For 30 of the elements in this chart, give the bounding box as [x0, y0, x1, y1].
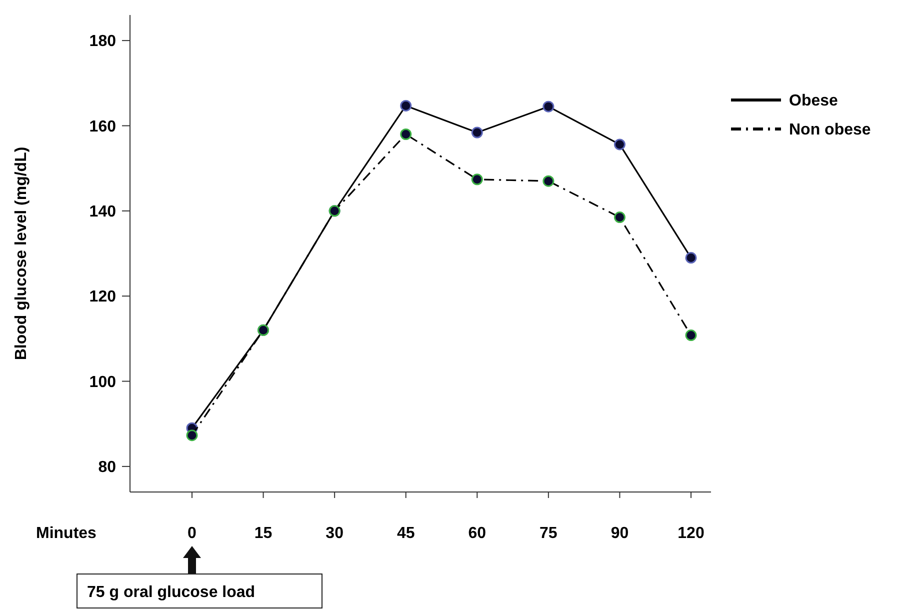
legend-label: Obese	[789, 92, 838, 110]
point	[614, 138, 626, 150]
x-tick-label: 120	[678, 525, 704, 542]
y-tick-label: 140	[89, 204, 116, 221]
y-axis-title: Blood glucose level (mg/dL)	[13, 146, 30, 360]
x-tick-label: 75	[540, 525, 558, 542]
y-tick-label: 120	[89, 288, 116, 306]
x-tick-label: 45	[396, 525, 415, 542]
point	[685, 252, 697, 264]
point	[542, 175, 554, 187]
legend-label: Non obese	[789, 122, 871, 139]
point	[542, 100, 554, 112]
point	[186, 430, 198, 442]
x-tick-label: 30	[326, 525, 344, 542]
y-tick-label: 160	[89, 118, 116, 136]
point	[400, 128, 412, 140]
text: 75 g oral glucose load	[87, 584, 256, 601]
point	[685, 330, 697, 342]
y-tick-label: 100	[89, 374, 116, 391]
x-tick-label: 90	[610, 525, 629, 542]
x-tick-label: 15	[254, 525, 272, 542]
point	[400, 100, 412, 112]
y-tick-label: 180	[89, 33, 116, 50]
x-tick-label: 0	[188, 525, 197, 542]
y-tick-label: 80	[98, 459, 116, 476]
x-axis-title: Minutes	[36, 525, 97, 542]
point	[471, 126, 483, 138]
point	[471, 174, 483, 186]
point	[614, 212, 626, 224]
x-tick-label: 60	[468, 525, 486, 542]
